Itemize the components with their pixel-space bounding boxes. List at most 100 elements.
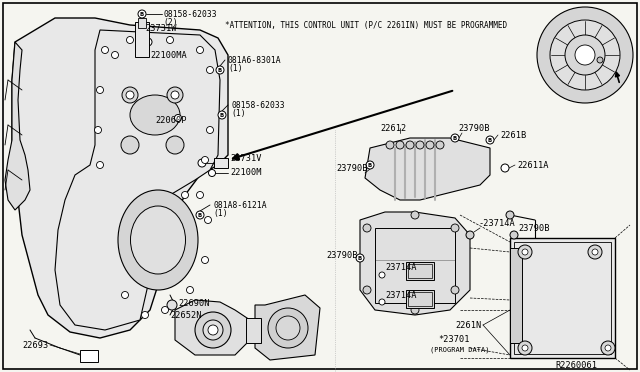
Text: (2): (2) [163, 17, 178, 26]
Bar [408, 264, 432, 278]
Circle shape [363, 286, 371, 294]
Circle shape [363, 224, 371, 232]
Bar [406, 290, 434, 308]
Text: 23790B: 23790B [326, 250, 358, 260]
Bar [510, 238, 615, 358]
Circle shape [506, 211, 514, 219]
Text: (PROGRAM DATA): (PROGRAM DATA) [430, 347, 490, 353]
Circle shape [597, 57, 603, 63]
Circle shape [122, 87, 138, 103]
Circle shape [208, 325, 218, 335]
Circle shape [565, 35, 605, 75]
Circle shape [575, 45, 595, 65]
Text: *23701: *23701 [438, 336, 470, 344]
Circle shape [268, 308, 308, 348]
Circle shape [111, 51, 118, 58]
Circle shape [166, 36, 173, 44]
Text: B: B [358, 256, 362, 260]
Circle shape [379, 299, 385, 305]
Bar [214, 158, 228, 168]
Text: B: B [488, 138, 492, 142]
Text: 22100MA: 22100MA [150, 51, 187, 60]
Polygon shape [255, 295, 320, 360]
Bar [138, 18, 146, 28]
Circle shape [97, 87, 104, 93]
Circle shape [218, 111, 226, 119]
Text: R2260061: R2260061 [555, 360, 597, 369]
Text: 08158-62033: 08158-62033 [163, 10, 216, 19]
Bar [135, 22, 149, 57]
Text: 22690N: 22690N [178, 298, 209, 308]
Circle shape [451, 286, 459, 294]
Circle shape [196, 46, 204, 54]
Circle shape [205, 217, 211, 224]
Text: 23790B: 23790B [336, 164, 367, 173]
Text: B: B [198, 212, 202, 218]
Text: *ATTENTION, THIS CONTROL UNIT (P/C 2261IN) MUST BE PROGRAMMED: *ATTENTION, THIS CONTROL UNIT (P/C 2261I… [225, 20, 507, 29]
Circle shape [501, 164, 509, 172]
Text: 22611A: 22611A [517, 160, 548, 170]
Circle shape [138, 10, 146, 18]
Text: B: B [218, 67, 222, 73]
Circle shape [182, 192, 189, 199]
Text: (1): (1) [213, 208, 228, 218]
Circle shape [451, 224, 459, 232]
Circle shape [416, 141, 424, 149]
Circle shape [406, 141, 414, 149]
Text: 081A6-8301A: 081A6-8301A [228, 55, 282, 64]
Text: 2261B: 2261B [500, 131, 526, 140]
Circle shape [518, 245, 532, 259]
Bar [406, 262, 434, 280]
Circle shape [366, 161, 374, 169]
Circle shape [522, 345, 528, 351]
Polygon shape [175, 300, 250, 355]
Text: 08158-62033: 08158-62033 [231, 100, 285, 109]
Circle shape [121, 136, 139, 154]
Circle shape [276, 316, 300, 340]
Circle shape [144, 38, 152, 46]
Circle shape [122, 292, 129, 298]
Circle shape [510, 231, 518, 239]
Ellipse shape [131, 206, 186, 274]
Circle shape [167, 300, 177, 310]
Text: 22612: 22612 [380, 124, 406, 132]
Circle shape [356, 254, 364, 262]
Circle shape [588, 245, 602, 259]
Text: 23731V: 23731V [230, 154, 262, 163]
Circle shape [550, 20, 620, 90]
Circle shape [166, 136, 184, 154]
Text: 22060P: 22060P [155, 115, 186, 125]
Circle shape [97, 161, 104, 169]
Circle shape [196, 192, 204, 199]
Circle shape [379, 272, 385, 278]
Circle shape [451, 134, 459, 142]
Circle shape [411, 211, 419, 219]
Circle shape [126, 91, 134, 99]
Text: 23790B: 23790B [458, 124, 490, 132]
Text: 22100M: 22100M [230, 167, 262, 176]
Circle shape [202, 157, 209, 164]
Polygon shape [365, 138, 490, 200]
Text: (1): (1) [231, 109, 246, 118]
Text: -23714A: -23714A [478, 218, 515, 228]
Circle shape [102, 46, 109, 54]
Circle shape [518, 341, 532, 355]
Text: 2261N: 2261N [455, 321, 481, 330]
Text: 22652N: 22652N [170, 311, 202, 320]
Text: 23714A: 23714A [385, 291, 417, 299]
Text: 23790B: 23790B [518, 224, 550, 232]
Circle shape [522, 249, 528, 255]
Circle shape [175, 115, 182, 122]
Text: B: B [140, 12, 144, 16]
Circle shape [198, 159, 206, 167]
Ellipse shape [118, 190, 198, 290]
Circle shape [537, 7, 633, 103]
Text: 23714A: 23714A [385, 263, 417, 273]
Circle shape [141, 311, 148, 318]
Circle shape [411, 306, 419, 314]
Text: B: B [453, 135, 457, 141]
Circle shape [601, 341, 615, 355]
Circle shape [171, 91, 179, 99]
Text: B: B [220, 112, 224, 118]
Bar [514, 242, 611, 354]
